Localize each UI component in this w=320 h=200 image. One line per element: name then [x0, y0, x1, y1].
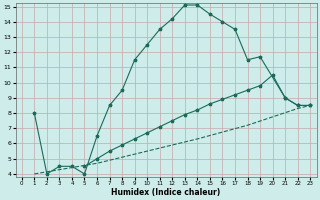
X-axis label: Humidex (Indice chaleur): Humidex (Indice chaleur): [111, 188, 221, 197]
